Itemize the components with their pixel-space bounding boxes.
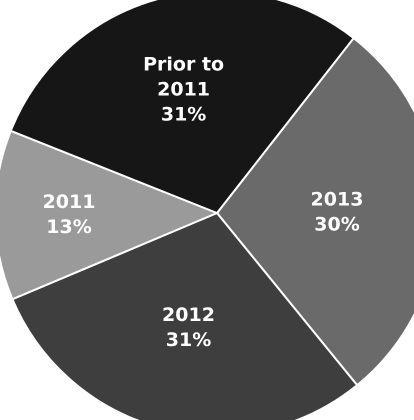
- slice-label: 2012 31%: [162, 304, 215, 351]
- pie-slice: [0, 129, 220, 301]
- slice-label-line: 13%: [46, 216, 91, 238]
- slice-label-line: 2011: [157, 78, 210, 100]
- slice-label-line: Prior to: [143, 53, 224, 75]
- slice-label: Prior to 2011 31%: [143, 53, 224, 125]
- pie-slice: [215, 36, 414, 387]
- slice-label-line: 31%: [166, 329, 211, 351]
- pie-slice: [11, 211, 359, 420]
- slice-label: 2011 13%: [43, 191, 96, 238]
- slice-label-line: 2013: [311, 188, 364, 210]
- pie-slice: [9, 0, 356, 215]
- slice-label-line: 31%: [161, 103, 206, 125]
- slice-label-line: 2012: [162, 304, 215, 326]
- slice-label: 2013 30%: [311, 188, 364, 235]
- slice-label-line: 30%: [314, 213, 359, 235]
- slice-label-line: 2011: [43, 191, 96, 213]
